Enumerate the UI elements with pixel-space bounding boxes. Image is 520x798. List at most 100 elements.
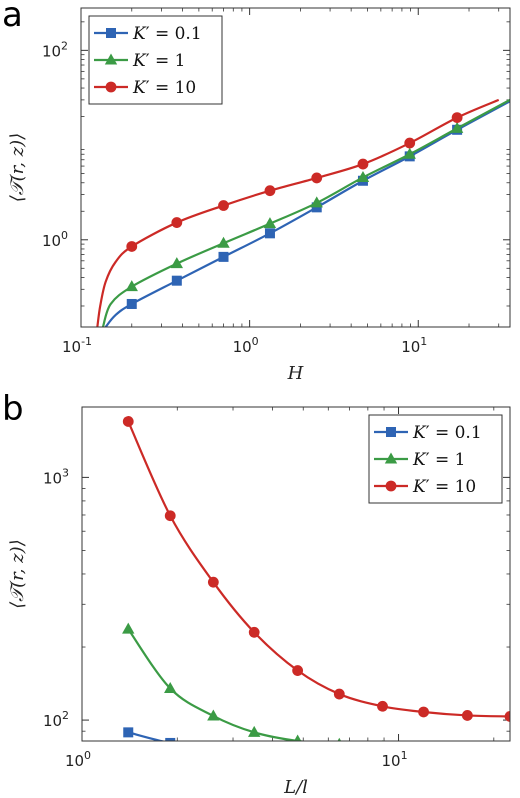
minor-ticks [82, 407, 510, 741]
y-tick-label-0: 100 [42, 229, 68, 250]
data-point [264, 228, 275, 239]
data-point [249, 745, 259, 755]
data-point [164, 510, 176, 522]
data-point [293, 734, 302, 741]
series-line [96, 98, 500, 327]
series-line [104, 100, 510, 327]
series-0 [123, 727, 515, 757]
data-point [311, 172, 323, 184]
legend-marker [104, 53, 118, 65]
data-point [217, 236, 230, 248]
legend-label: K′ = 10 [132, 78, 196, 98]
legend-marker [105, 81, 117, 93]
legend-label: K′ = 0.1 [412, 423, 482, 443]
data-point [333, 688, 345, 700]
data-point [123, 727, 134, 738]
plot-frame [81, 406, 511, 742]
data-point [218, 200, 229, 211]
data-point [171, 275, 182, 286]
data-point [207, 576, 219, 588]
x-tick-label-0: 100 [65, 749, 91, 770]
legend-item-2: K′ = 10 [374, 477, 476, 497]
y-tick-label-1: 102 [42, 39, 68, 60]
data-point [504, 742, 516, 753]
data-point [419, 747, 429, 757]
data-point [292, 665, 304, 676]
legend-marker [384, 452, 398, 464]
data-point [263, 217, 277, 229]
data-point [451, 112, 463, 123]
data-point [170, 257, 184, 269]
legend-item-1: K′ = 1 [94, 51, 185, 71]
series-1 [101, 98, 510, 327]
series-line [127, 731, 167, 741]
data-point [122, 416, 134, 427]
data-point [164, 681, 177, 693]
data-point [310, 196, 323, 208]
data-point [418, 706, 429, 718]
data-point [125, 280, 138, 292]
legend-label: K′ = 1 [132, 51, 185, 71]
legend-item-0: K′ = 0.1 [94, 24, 202, 44]
plot-area [122, 416, 516, 757]
data-point [356, 170, 370, 182]
x-tick-label-1: 100 [233, 335, 259, 356]
series-line [127, 628, 308, 741]
x-axis-label: H [287, 363, 304, 384]
panel-label-b: b [2, 389, 24, 429]
legend-marker [106, 28, 116, 38]
legend-marker [386, 427, 396, 437]
data-point [504, 711, 510, 722]
legend-label: K′ = 0.1 [132, 24, 202, 44]
data-point [505, 747, 515, 757]
data-point [462, 747, 472, 757]
data-point [165, 737, 176, 741]
y-axis-label: ⟨𝒯(r, z)⟩ [7, 539, 28, 608]
x-tick-label-2: 101 [401, 335, 427, 356]
legend-label: K′ = 1 [412, 450, 465, 470]
data-point [208, 743, 218, 753]
data-point [334, 746, 344, 756]
minor-ticks [81, 8, 510, 327]
panel-label-a: a [2, 0, 23, 35]
data-point [381, 740, 384, 741]
series-2 [122, 416, 510, 722]
data-point [461, 710, 473, 721]
y-tick-label-1: 103 [43, 466, 69, 487]
legend-item-0: K′ = 0.1 [374, 423, 482, 443]
data-point [122, 622, 135, 634]
data-point [377, 700, 388, 712]
data-point [207, 709, 220, 721]
legend-item-1: K′ = 1 [374, 450, 465, 470]
legend-marker [385, 480, 397, 492]
data-point [293, 745, 303, 755]
data-point [264, 185, 276, 197]
series-0 [104, 100, 510, 327]
data-point [461, 742, 473, 753]
data-point [171, 217, 183, 228]
series-2 [96, 98, 500, 327]
data-point [337, 737, 342, 741]
data-point [218, 251, 229, 262]
data-point [248, 626, 260, 638]
legend-item-2: K′ = 10 [94, 78, 196, 98]
data-point [403, 147, 416, 159]
data-point [417, 741, 429, 752]
legend-label: K′ = 10 [412, 477, 476, 497]
y-tick-label-0: 102 [43, 709, 69, 730]
legend: K′ = 0.1 K′ = 1 K′ = 10 [88, 15, 223, 105]
data-point [126, 298, 137, 309]
plot-frame [80, 7, 511, 328]
legend: K′ = 0.1 K′ = 1 K′ = 10 [368, 414, 503, 504]
data-point [357, 158, 369, 170]
x-tick-label-1: 101 [381, 749, 407, 770]
series-line [127, 421, 510, 718]
data-point [450, 121, 464, 133]
plot-area [96, 98, 510, 327]
x-axis-label: L/l [283, 777, 308, 798]
panel-a-chart: 10-1 100 101 100 102 H ⟨𝒯(r, z)⟩ K′ = 0.1 K′ = 1… [7, 7, 511, 384]
data-point [248, 725, 261, 737]
x-tick-label-0: 10-1 [62, 335, 92, 356]
data-point [126, 241, 138, 252]
